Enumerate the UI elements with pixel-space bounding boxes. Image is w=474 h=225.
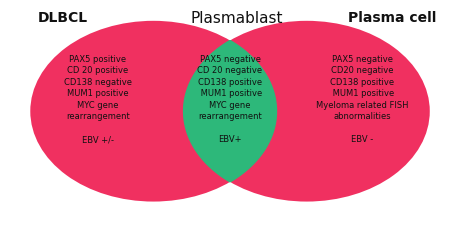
Polygon shape xyxy=(183,41,276,182)
Text: PAX5 negative
CD20 negative
CD138 positive
 MUM1 positive
Myeloma related FISH
a: PAX5 negative CD20 negative CD138 positi… xyxy=(316,55,409,144)
Ellipse shape xyxy=(183,22,430,202)
Text: DLBCL: DLBCL xyxy=(37,11,87,25)
Text: PAX5 negative
CD 20 negative
CD138 positive
 MUM1 positive
MYC gene
rearrangemen: PAX5 negative CD 20 negative CD138 posit… xyxy=(198,55,263,144)
Ellipse shape xyxy=(30,22,276,202)
Text: Plasma cell: Plasma cell xyxy=(348,11,437,25)
Text: PAX5 positive
CD 20 positive
CD138 negative
MUM1 positive
MYC gene
rearrangement: PAX5 positive CD 20 positive CD138 negat… xyxy=(64,55,132,144)
Text: Plasmablast: Plasmablast xyxy=(191,11,283,26)
